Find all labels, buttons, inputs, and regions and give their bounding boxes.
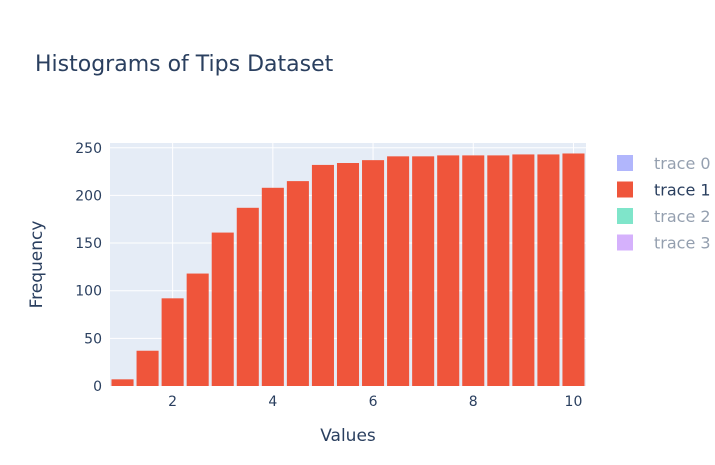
legend-swatch (617, 155, 633, 171)
bar[interactable] (311, 164, 334, 386)
bar[interactable] (362, 160, 385, 386)
x-tick-label: 6 (369, 394, 378, 410)
bar[interactable] (286, 181, 309, 386)
bar[interactable] (161, 298, 184, 386)
legend-label: trace 0 (654, 154, 711, 173)
x-axis-title: Values (320, 426, 376, 446)
legend-item[interactable]: trace 0 (617, 154, 711, 173)
legend-item[interactable]: trace 3 (617, 234, 711, 253)
legend-swatch (617, 181, 633, 198)
bar[interactable] (412, 156, 435, 386)
bar[interactable] (512, 154, 535, 386)
bars (111, 153, 585, 386)
legend-item[interactable]: trace 2 (617, 207, 711, 226)
legend-swatch (617, 234, 633, 251)
bar[interactable] (211, 232, 234, 386)
bar[interactable] (387, 156, 410, 386)
legend-label: trace 2 (654, 207, 711, 226)
bar[interactable] (261, 187, 284, 386)
y-tick-label: 0 (93, 379, 102, 395)
bar[interactable] (537, 154, 560, 386)
x-tick-label: 8 (469, 394, 478, 410)
bar[interactable] (336, 163, 360, 386)
bar[interactable] (111, 379, 134, 386)
bar[interactable] (562, 153, 585, 386)
y-tick-label: 250 (75, 141, 102, 157)
legend-label: trace 3 (654, 234, 711, 253)
legend-item[interactable]: trace 1 (617, 181, 711, 200)
y-axis-title: Frequency (27, 221, 47, 309)
bar[interactable] (136, 350, 159, 386)
legend-swatch (617, 208, 633, 224)
y-tick-label: 50 (84, 331, 102, 347)
y-tick-label: 200 (75, 188, 102, 204)
x-tick-label: 4 (268, 394, 277, 410)
chart-title: Histograms of Tips Dataset (35, 52, 334, 77)
bar[interactable] (487, 155, 510, 386)
x-tick-label: 2 (168, 394, 177, 410)
bar[interactable] (236, 207, 259, 386)
y-tick-label: 150 (75, 236, 102, 252)
y-tick-label: 100 (75, 284, 102, 300)
legend: trace 0 trace 1 trace 2 trace 3 (617, 154, 711, 253)
bar[interactable] (437, 155, 460, 386)
legend-label: trace 1 (654, 181, 711, 200)
x-tick-label: 10 (565, 394, 583, 410)
bar[interactable] (186, 273, 209, 386)
bar[interactable] (462, 155, 485, 386)
